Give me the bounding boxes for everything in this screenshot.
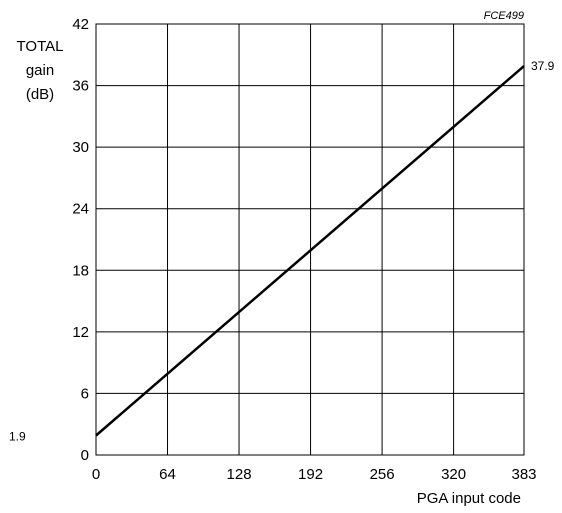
y-axis-title-line: TOTAL [17, 38, 64, 55]
series-layer [95, 65, 525, 437]
x-tick-label: 320 [441, 466, 466, 483]
y-tick-label: 24 [72, 201, 89, 218]
plot-frame [95, 23, 525, 456]
annotations: 1.9 37.9 [9, 59, 555, 443]
figure-code: FCE499 [484, 10, 524, 22]
y-axis-title: TOTAL gain (dB) [17, 38, 64, 103]
y-tick-label: 18 [72, 262, 89, 279]
x-tick-label: 256 [370, 466, 395, 483]
annotation-label: 37.9 [531, 59, 555, 73]
y-tick-label: 42 [72, 16, 89, 33]
y-axis-title-line: gain [26, 62, 54, 79]
x-tick-label: 64 [159, 466, 176, 483]
annotation-label: 1.9 [9, 430, 26, 444]
x-tick-label: 128 [227, 466, 252, 483]
x-tick-label: 0 [92, 466, 100, 483]
y-tick-label: 30 [72, 139, 89, 156]
x-tick-label: 383 [511, 466, 536, 483]
x-axis-title: PGA input code [417, 490, 521, 507]
y-tick-label: 12 [72, 324, 89, 341]
x-tick-labels: 0 64 128 192 256 320 383 [92, 466, 537, 483]
y-tick-label: 6 [81, 385, 89, 402]
y-tick-labels: 0 6 12 18 24 30 36 42 [72, 16, 89, 464]
y-axis-title-line: (dB) [26, 86, 54, 103]
y-tick-label: 0 [81, 447, 89, 464]
x-tick-label: 192 [298, 466, 323, 483]
y-tick-label: 36 [72, 78, 89, 95]
series-line-0 [95, 65, 525, 437]
grid-lines [95, 23, 525, 456]
